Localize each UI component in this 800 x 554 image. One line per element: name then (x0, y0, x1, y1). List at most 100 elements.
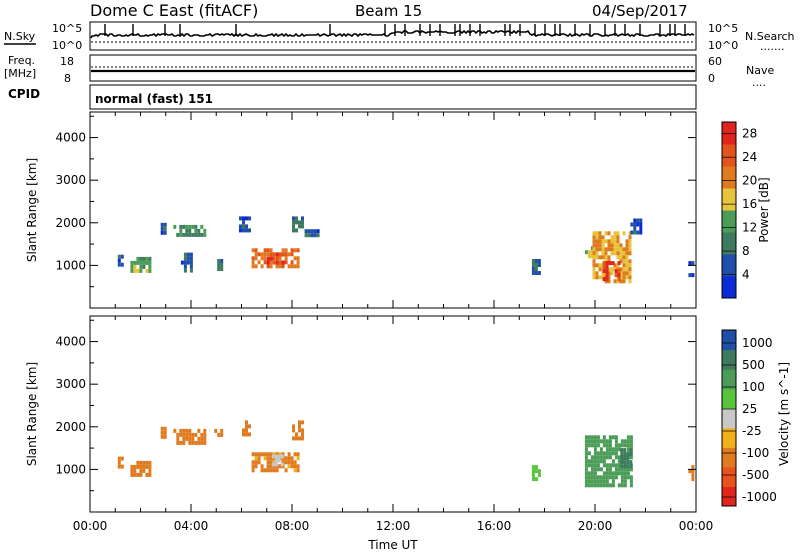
data-cell (587, 451, 591, 456)
data-cell (292, 224, 295, 229)
data-cell (593, 455, 597, 460)
freq-tick-top: 18 (60, 55, 74, 68)
data-cell (281, 248, 285, 253)
y-tick-label: 1000 (55, 258, 86, 272)
data-cell (301, 220, 304, 225)
colorbar-swatch (722, 427, 736, 448)
data-cell (593, 435, 597, 440)
data-cell (628, 271, 632, 276)
nsearch-tick-top: 10^5 (708, 22, 738, 35)
data-cell (605, 439, 609, 444)
data-cell (617, 273, 621, 278)
data-cell (251, 248, 255, 253)
data-cell (257, 460, 261, 465)
data-cell (629, 467, 633, 472)
data-cell (616, 239, 620, 244)
data-cell (290, 456, 294, 461)
colorbar-swatch (722, 188, 736, 211)
data-cell (183, 260, 187, 265)
data-cell (604, 279, 608, 284)
power-y-axis: 1000 2000 3000 4000 (55, 115, 696, 288)
data-cell (595, 231, 599, 236)
data-cell (263, 252, 267, 257)
data-cell (217, 259, 221, 263)
data-cell (625, 251, 629, 256)
colorbar-swatch (722, 408, 736, 429)
data-cell (622, 263, 626, 268)
data-cell (217, 263, 221, 267)
data-cell (310, 233, 314, 238)
data-cell (117, 262, 121, 267)
data-cell (296, 260, 300, 265)
data-cell (629, 443, 633, 448)
data-cell (534, 465, 538, 470)
data-cell (142, 464, 146, 469)
data-cell (284, 248, 288, 253)
data-cell (590, 483, 594, 488)
data-cell (595, 263, 599, 268)
velocity-colorbar: 1000 500 100 25 -25 -100 -500 -1000 (721, 329, 777, 507)
data-cell (133, 264, 137, 269)
power-x-ticks (89, 112, 697, 308)
data-cell (593, 459, 597, 464)
data-cell (531, 267, 535, 271)
data-cell (617, 455, 621, 460)
data-cell (287, 452, 291, 457)
data-cell (120, 262, 124, 267)
data-cell (623, 483, 627, 488)
data-cell (633, 226, 637, 231)
data-cell (619, 279, 623, 284)
data-cell (593, 483, 597, 488)
data-cell (595, 275, 599, 280)
data-cell (266, 264, 270, 269)
data-cell (534, 267, 538, 271)
data-cell (598, 267, 602, 272)
data-cell (292, 220, 295, 225)
data-cell (625, 259, 629, 264)
data-cell (188, 436, 192, 441)
colorbar-tick-label: 28 (742, 127, 757, 141)
data-cell (272, 252, 276, 257)
data-cell (619, 267, 623, 272)
data-cell (145, 260, 149, 265)
data-cell (688, 261, 692, 266)
data-cell (595, 255, 599, 260)
colorbar-swatch (722, 254, 736, 277)
data-cell (604, 251, 608, 256)
data-cell (272, 468, 276, 473)
data-cell (203, 432, 207, 437)
y-tick-label: 3000 (55, 173, 86, 187)
nave-tick-top: 60 (708, 55, 722, 68)
data-cell (183, 264, 187, 269)
data-cell (179, 428, 183, 433)
data-cell (584, 467, 588, 472)
data-cell (626, 460, 630, 465)
data-cell (584, 451, 588, 456)
data-cell (292, 228, 295, 233)
data-cell (245, 424, 248, 429)
data-cell (611, 463, 615, 468)
data-cell (607, 231, 611, 236)
data-cell (628, 259, 632, 264)
data-cell (625, 267, 629, 272)
data-cell (239, 224, 242, 229)
data-cell (182, 232, 186, 237)
colorbar-tick-label: 1000 (742, 336, 773, 350)
data-cell (596, 479, 600, 484)
data-cell (584, 475, 588, 480)
colorbar-swatch (722, 486, 736, 507)
data-cell (186, 252, 190, 257)
data-cell (117, 254, 121, 259)
data-cell (611, 261, 615, 266)
data-cell (298, 420, 301, 425)
velocity-y-axis: 1000 2000 3000 4000 (55, 319, 696, 492)
data-cell (590, 435, 594, 440)
data-cell (596, 439, 600, 444)
data-cell (176, 232, 180, 237)
data-cell (595, 271, 599, 276)
data-cell (142, 256, 146, 261)
data-cell (176, 432, 180, 437)
data-cell (601, 235, 605, 240)
data-cell (628, 279, 632, 284)
nsky-tick-bottom: 10^0 (52, 39, 82, 52)
